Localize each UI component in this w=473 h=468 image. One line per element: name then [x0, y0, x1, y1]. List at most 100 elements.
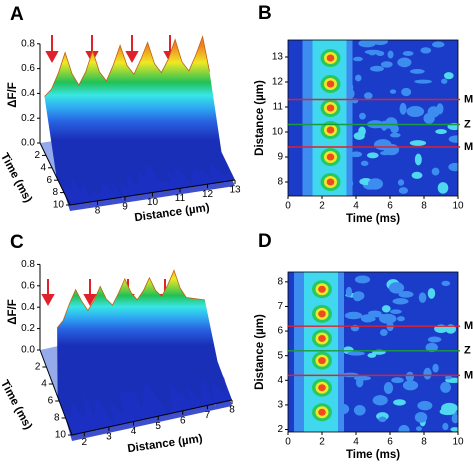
spot-core: [318, 357, 326, 365]
noise-blob: [432, 41, 445, 48]
noise-blob: [398, 290, 414, 298]
noise-blob: [378, 416, 387, 423]
y-axis-title: Distance (µm): [254, 314, 266, 390]
time-tick-label: 8: [54, 413, 60, 424]
sarcomere-label: M: [464, 320, 473, 332]
spot-core: [318, 334, 326, 342]
distance-tick-label: 13: [229, 185, 241, 196]
noise-blob: [431, 167, 440, 176]
z-axis-title: ΔF/F: [7, 82, 19, 108]
noise-blob: [417, 400, 433, 411]
noise-blob: [448, 162, 458, 172]
x-tick-label: 6: [387, 437, 393, 448]
noise-blob: [420, 47, 432, 54]
y-tick-label: 9: [277, 152, 283, 163]
noise-blob: [350, 151, 363, 158]
x-tick-label: 0: [285, 437, 291, 448]
x-tick-label: 0: [285, 201, 291, 212]
time-tick-label: 10: [55, 430, 67, 441]
distance-tick-label: 5: [155, 421, 161, 432]
surface: [44, 36, 235, 205]
noise-blob: [368, 310, 382, 316]
x-tick-label: 2: [319, 201, 325, 212]
time-axis-title: Time (ms): [0, 151, 34, 205]
noise-blob: [364, 92, 373, 100]
noise-blob: [368, 50, 377, 56]
distance-tick-label: 2: [82, 437, 88, 448]
z-tick-label: 0.8: [21, 259, 35, 270]
y-tick-label: 5: [277, 350, 283, 361]
noise-floor: [61, 376, 233, 441]
spot-core: [326, 104, 335, 112]
distance-tick-label: 12: [202, 189, 214, 200]
x-tick-label: 10: [452, 201, 464, 212]
y-tick-label: 8: [277, 276, 283, 287]
noise-blob: [397, 57, 412, 68]
noise-blob: [389, 132, 401, 138]
noise-blob: [443, 72, 454, 80]
time-tick-label: 10: [53, 200, 65, 211]
time-tick-label: 4: [40, 162, 46, 173]
surface: [57, 270, 232, 435]
noise-blob: [440, 381, 451, 393]
distance-tick-label: 4: [131, 426, 137, 437]
noise-blob: [358, 40, 376, 48]
panel-label: C: [10, 232, 24, 253]
noise-blob: [437, 182, 449, 194]
noise-blob: [352, 291, 365, 301]
noise-blob: [399, 102, 407, 115]
z-tick-label: 0.4: [21, 88, 35, 99]
time-tick-label: 6: [48, 396, 54, 407]
noise-blob: [405, 371, 415, 382]
y-tick-label: 4: [277, 375, 283, 386]
noise-blob: [427, 288, 436, 299]
distance-axis: [71, 399, 233, 436]
z-tick-label: 0.2: [21, 113, 35, 124]
time-axis-title: Time (ms): [0, 378, 34, 432]
noise-blob: [381, 305, 391, 313]
spot-core: [318, 408, 326, 416]
z-tick-label: 0.2: [21, 323, 35, 334]
noise-blob: [441, 402, 458, 414]
x-tick-label: 8: [421, 437, 427, 448]
spot-core: [326, 178, 335, 186]
noise-blob: [372, 40, 388, 46]
noise-blob: [432, 363, 439, 373]
noise-blob: [355, 377, 364, 388]
spot-core: [326, 80, 335, 88]
plot-frame: [287, 39, 459, 197]
noise-blob: [398, 187, 409, 194]
time-axis: [39, 142, 71, 206]
panel-label: B: [258, 3, 272, 24]
z-tick-label: 0.6: [21, 63, 35, 74]
noise-blob: [427, 336, 442, 343]
noise-blob: [354, 74, 362, 82]
noise-blob: [347, 351, 365, 356]
z-tick-label: 0.8: [21, 38, 35, 49]
x-axis-title: Time (ms): [346, 213, 400, 225]
noise-blob: [427, 106, 440, 118]
y-tick-label: 2: [277, 424, 283, 435]
y-tick-label: 7: [277, 301, 283, 312]
noise-blob: [425, 342, 438, 353]
plot-frame: [287, 271, 459, 433]
noise-blob: [445, 375, 452, 380]
noise-blob: [372, 395, 388, 406]
noise-blob: [375, 50, 385, 56]
sarcomere-label: M: [464, 369, 473, 381]
time-axis: [39, 349, 73, 436]
noise-blob: [353, 132, 365, 140]
noise-blob: [441, 280, 451, 287]
y-tick-label: 11: [273, 102, 284, 113]
noise-blob: [344, 311, 363, 320]
sarcomere-label: Z: [464, 118, 471, 130]
spot-core: [326, 153, 335, 161]
time-tick-label: 4: [41, 379, 47, 390]
distance-axis-title: Distance (µm): [127, 433, 204, 455]
noise-blob: [450, 427, 458, 432]
z-tick-label: 0.6: [21, 280, 35, 291]
distance-tick-label: 10: [147, 197, 159, 208]
noise-blob: [383, 382, 394, 394]
y-tick-label: 8: [277, 177, 283, 188]
sarcomere-label: M: [464, 141, 473, 153]
